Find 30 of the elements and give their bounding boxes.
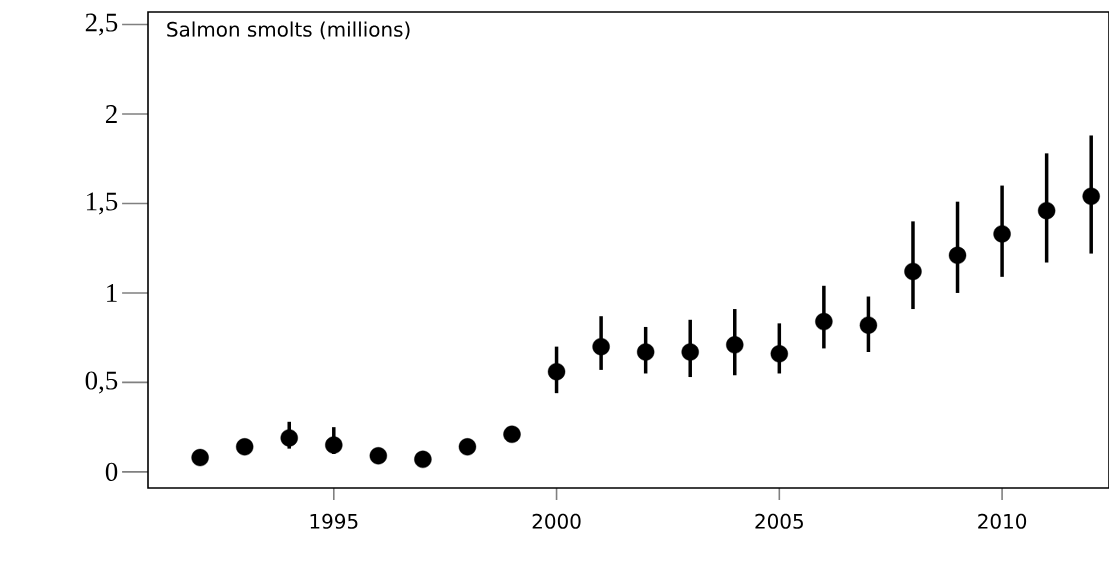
point xyxy=(636,343,655,361)
point xyxy=(726,336,744,354)
y-tick-label: 0,5 xyxy=(85,371,118,394)
point xyxy=(1082,187,1100,206)
y-tick-label: 0 xyxy=(105,462,118,481)
point xyxy=(503,425,521,444)
point xyxy=(369,447,388,465)
point xyxy=(458,438,477,456)
point xyxy=(414,450,432,469)
point xyxy=(859,316,878,334)
y-tick-label: 2 xyxy=(105,105,117,123)
point xyxy=(191,448,209,467)
chart-title: Salmon smolts (millions) xyxy=(167,21,410,40)
point xyxy=(547,362,566,381)
y-tick-label: 1 xyxy=(107,284,117,302)
y-tick-label: 1,5 xyxy=(86,192,118,215)
point xyxy=(993,225,1011,243)
x-tick-label: 2005 xyxy=(755,513,803,529)
x-tick-label: 2010 xyxy=(978,513,1027,529)
x-tick-label: 2000 xyxy=(532,513,581,529)
y-tick-label: 2,5 xyxy=(85,13,118,36)
point xyxy=(592,337,610,356)
point xyxy=(235,438,254,456)
point xyxy=(770,345,789,363)
point xyxy=(815,312,833,331)
x-tick-label: 1995 xyxy=(310,513,358,529)
point xyxy=(681,343,699,361)
point xyxy=(1037,201,1056,220)
point xyxy=(904,262,922,281)
point xyxy=(948,246,967,265)
